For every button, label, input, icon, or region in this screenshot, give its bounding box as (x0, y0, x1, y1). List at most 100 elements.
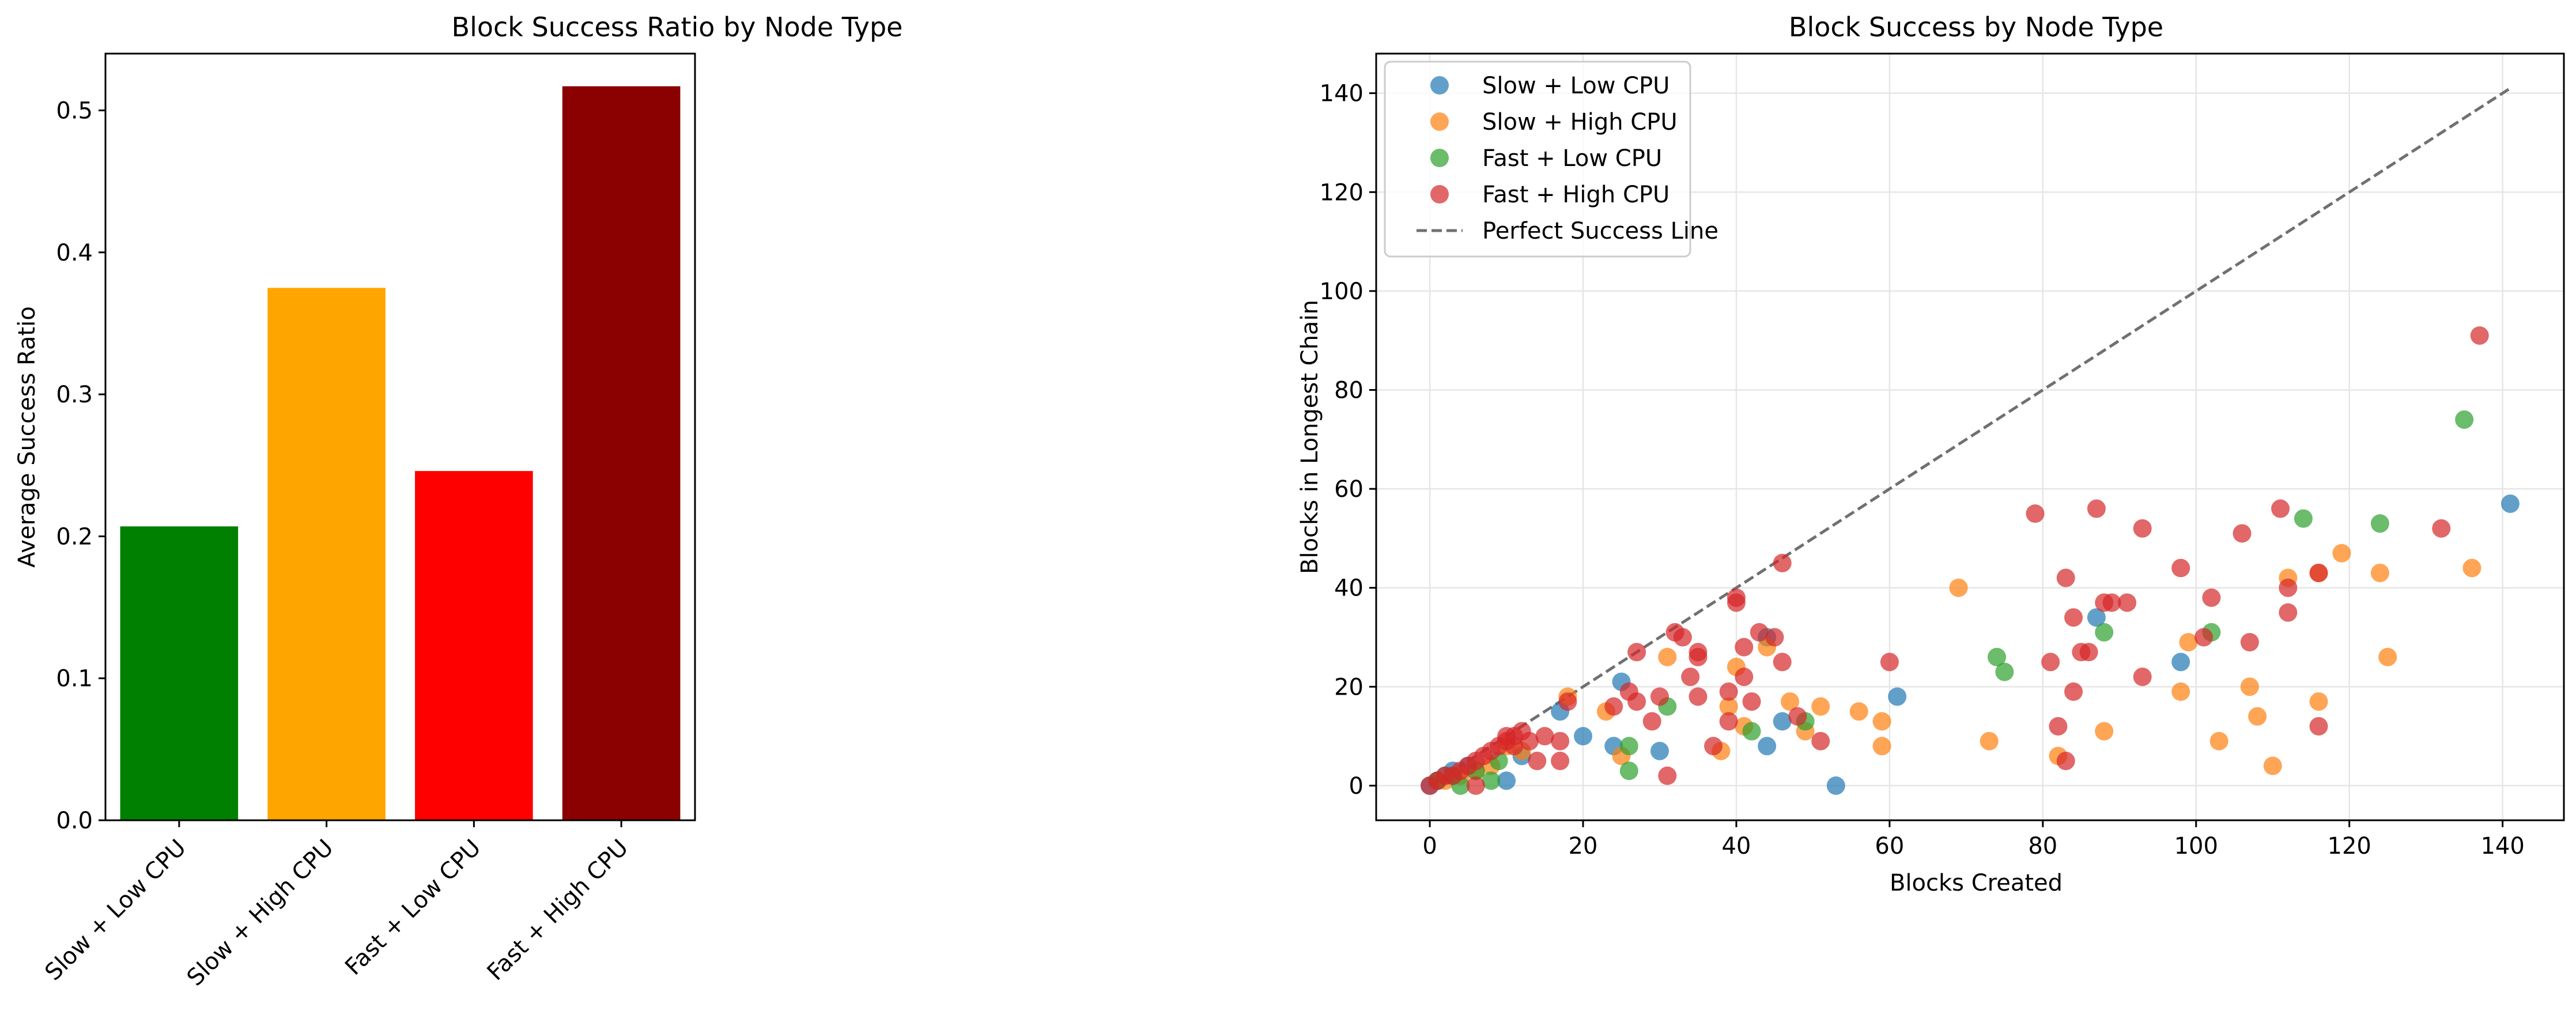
scatter-point (1849, 702, 1868, 721)
legend-label-fast-low-cpu: Fast + Low CPU (1482, 145, 1662, 172)
scatter-chart-plot-frame (1375, 52, 2565, 821)
y-tick-label: 0.2 (56, 523, 93, 550)
x-tick-label: 60 (1875, 833, 1904, 859)
bar-fast-low-cpu (415, 471, 533, 820)
scatter-point (2133, 519, 2152, 538)
scatter-point (2095, 623, 2114, 642)
scatter-point (2079, 643, 2098, 662)
x-tick-label: 140 (2480, 833, 2524, 859)
scatter-point (2271, 499, 2290, 518)
scatter-point (1735, 668, 1754, 687)
legend-marker-slow-high-cpu (1430, 112, 1449, 131)
scatter-chart-x-ticks: 0 20 40 60 80 100 120 140 (1422, 820, 2525, 859)
scatter-point (2049, 717, 2068, 736)
scatter-point (1574, 727, 1593, 746)
y-tick-label: 0.4 (56, 240, 93, 266)
scatter-point (1627, 692, 1646, 711)
scatter-point (1650, 687, 1669, 706)
scatter-point (1888, 687, 1907, 706)
scatter-point (1466, 776, 1485, 795)
scatter-point (1773, 712, 1792, 731)
scatter-point (1750, 623, 1769, 642)
bar-chart-plot-frame (104, 52, 696, 821)
scatter-point (1988, 647, 2007, 666)
y-tick-label: 0 (1349, 773, 1363, 800)
scatter-point (1704, 737, 1723, 756)
scatter-point (2240, 677, 2259, 696)
scatter-point (1980, 732, 1999, 751)
scatter-point (2462, 559, 2481, 578)
y-tick-label: 100 (1320, 278, 1363, 305)
scatter-point (1535, 727, 1554, 746)
scatter-point (1689, 643, 1708, 662)
scatter-point (1995, 662, 2014, 681)
legend-marker-slow-low-cpu (1430, 76, 1449, 95)
x-tick-label: 40 (1721, 833, 1751, 859)
scatter-point (2133, 668, 2152, 687)
scatter-point (2064, 608, 2083, 627)
scatter-point (1758, 737, 1777, 756)
scatter-point (1627, 643, 1646, 662)
scatter-point (1781, 692, 1800, 711)
scatter-point (2240, 633, 2259, 652)
x-tick-label-slow-high-cpu: Slow + High CPU (182, 835, 339, 991)
scatter-point (2332, 544, 2351, 563)
scatter-point (2378, 647, 2397, 666)
scatter-point (2233, 524, 2252, 543)
scatter-chart-panel: Block Success by Node Type Blocks Create… (1297, 12, 2565, 896)
scatter-chart-legend: Slow + Low CPU Slow + High CPU Fast + Lo… (1384, 61, 1718, 258)
scatter-point (1619, 761, 1638, 781)
series-slow-low-cpu (1421, 494, 2520, 795)
scatter-point (2470, 326, 2489, 345)
scatter-point (1719, 712, 1738, 731)
scatter-point (2026, 504, 2045, 523)
scatter-point (1658, 766, 1677, 785)
scatter-point (2279, 578, 2298, 597)
perfect-success-line (1429, 86, 2511, 787)
scatter-point (1642, 712, 1661, 731)
scatter-point (2202, 588, 2221, 607)
scatter-point (1765, 628, 1784, 647)
scatter-point (2432, 519, 2451, 538)
scatter-chart-y-axis-label: Blocks in Longest Chain (1297, 300, 1323, 574)
y-tick-label: 60 (1334, 476, 1363, 503)
legend-label-perfect-success-line: Perfect Success Line (1482, 218, 1718, 244)
scatter-point (1742, 722, 1761, 741)
scatter-chart-points (1421, 326, 2520, 795)
scatter-point (2056, 568, 2075, 587)
scatter-point (2455, 410, 2474, 429)
legend-label-fast-high-cpu: Fast + High CPU (1482, 182, 1670, 208)
scatter-point (1826, 776, 1845, 795)
x-tick-label: 80 (2028, 833, 2057, 859)
scatter-point (2056, 752, 2075, 771)
scatter-point (1727, 588, 1746, 607)
scatter-point (1558, 692, 1577, 711)
y-tick-label: 0.5 (56, 98, 93, 125)
legend-label-slow-low-cpu: Slow + Low CPU (1482, 73, 1670, 99)
series-fast-high-cpu (1421, 326, 2489, 795)
bar-fast-high-cpu (562, 86, 681, 820)
y-tick-label: 40 (1334, 575, 1363, 602)
scatter-point (2118, 593, 2137, 612)
scatter-point (1811, 732, 1830, 751)
scatter-point (1880, 653, 1899, 672)
y-tick-label: 80 (1334, 377, 1363, 404)
scatter-point (2279, 603, 2298, 622)
scatter-point (2102, 593, 2121, 612)
scatter-point (1811, 697, 1830, 716)
scatter-point (2095, 722, 2114, 741)
x-tick-label-fast-low-cpu: Fast + Low CPU (340, 835, 486, 981)
x-tick-label-slow-low-cpu: Slow + Low CPU (40, 835, 191, 986)
scatter-point (1650, 741, 1669, 760)
scatter-point (1528, 752, 1547, 771)
scatter-point (1872, 737, 1891, 756)
scatter-point (1872, 712, 1891, 731)
scatter-point (2309, 717, 2328, 736)
y-tick-label: 0.3 (56, 382, 93, 408)
bar-chart-y-ticks: 0.0 0.1 0.2 0.3 0.4 0.5 (56, 98, 105, 834)
scatter-point (1658, 647, 1677, 666)
legend-frame (1384, 61, 1691, 258)
scatter-point (2171, 653, 2190, 672)
scatter-point (1673, 628, 1692, 647)
